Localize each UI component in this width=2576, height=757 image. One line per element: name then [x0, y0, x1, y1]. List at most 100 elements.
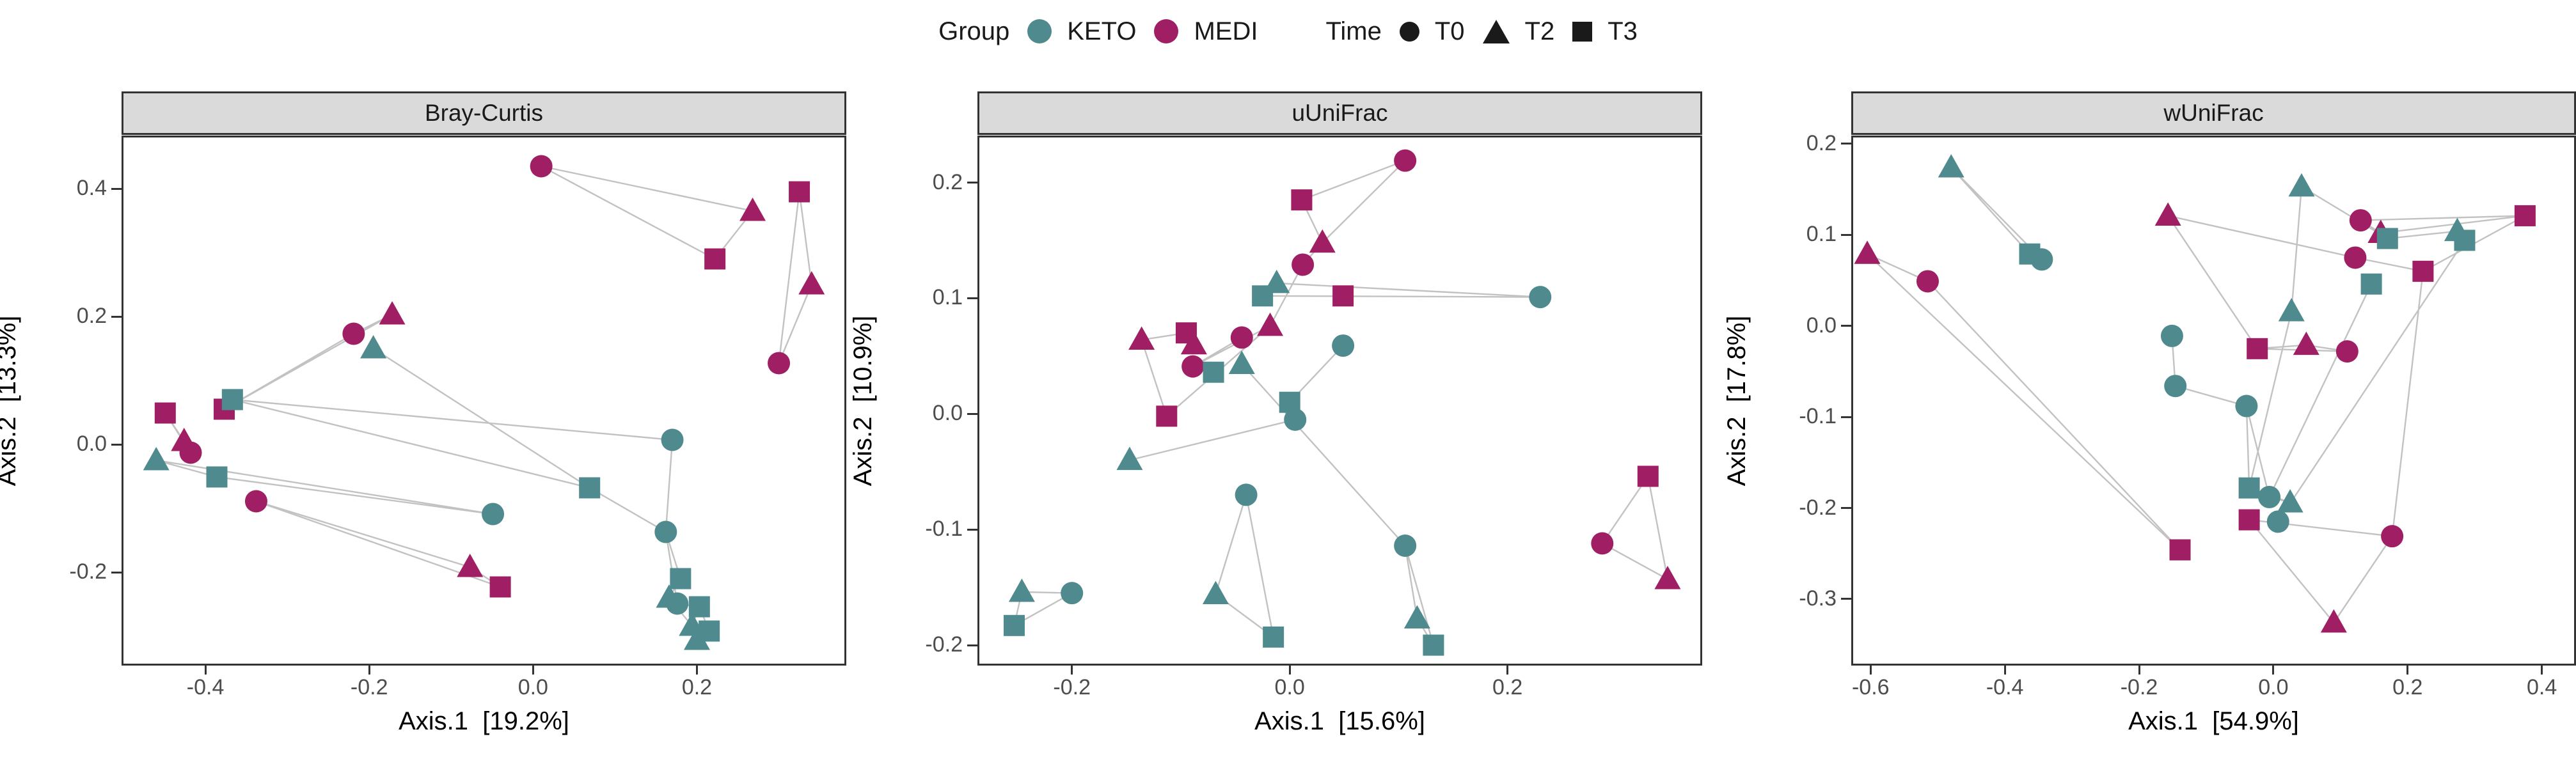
data-point-keto-t0: [1394, 535, 1417, 558]
trajectory-line: [1245, 494, 1274, 637]
scatter-plot-bray-curtis: [143, 155, 825, 650]
x-tick-label: -0.6: [1851, 675, 1890, 699]
data-point-medi-t0: [2335, 340, 2359, 363]
y-tick-mark: [111, 187, 122, 190]
legend-item-t2: T2: [1482, 17, 1554, 46]
medi-color-swatch-icon: [1154, 19, 1179, 43]
legend: Group KETO MEDI Time T0 T2 T3: [0, 9, 2576, 54]
y-tick-mark: [111, 443, 122, 446]
trajectory-line: [372, 347, 590, 489]
data-point-medi-t0: [1916, 270, 1939, 293]
trajectory-line: [2167, 215, 2258, 350]
x-tick-mark: [695, 666, 698, 675]
data-point-medi-t0: [2349, 209, 2372, 232]
data-point-keto-t3: [2238, 477, 2260, 499]
x-tick-label: 0.2: [681, 675, 713, 699]
trajectory-line: [1262, 295, 1540, 298]
trajectory-line: [1927, 281, 2181, 550]
y-tick-mark: [967, 412, 977, 415]
x-tick-mark: [2003, 666, 2006, 675]
trajectory-line: [2245, 406, 2250, 488]
data-point-keto-t0: [2235, 394, 2258, 418]
keto-color-swatch-icon: [1027, 19, 1052, 43]
trajectory-line: [2387, 230, 2458, 240]
trajectory-line: [2248, 311, 2293, 488]
x-tick-label: -0.2: [350, 675, 388, 699]
t2-triangle-icon: [1482, 19, 1510, 43]
y-tick-mark: [111, 315, 122, 318]
data-point-medi-t3: [489, 576, 511, 598]
data-point-medi-t3: [154, 402, 176, 424]
x-tick-label: 0.0: [518, 675, 548, 699]
legend-group-title: Group: [938, 17, 1010, 45]
data-point-medi-t2: [2320, 609, 2347, 633]
data-point-medi-t3: [1637, 465, 1659, 487]
trajectory-line: [2333, 535, 2393, 623]
x-tick-mark: [1506, 666, 1509, 675]
y-tick-mark: [967, 182, 977, 184]
legend-item-t3: T3: [1572, 17, 1638, 46]
y-axis-title: Axis.2 [13.3%]: [0, 315, 21, 486]
data-point-medi-t3: [789, 181, 810, 203]
data-point-medi-t3: [2514, 205, 2536, 226]
data-point-keto-t2: [1228, 350, 1255, 375]
trajectory-line: [256, 500, 471, 568]
data-point-medi-t3: [1175, 322, 1197, 344]
trajectory-line: [2355, 256, 2424, 272]
x-tick-mark: [1288, 666, 1291, 675]
trajectory-line: [665, 531, 678, 604]
data-point-medi-t0: [342, 322, 365, 345]
data-point-medi-t2: [1128, 326, 1155, 350]
data-point-keto-t2: [2288, 173, 2315, 197]
trajectory-line: [2277, 240, 2465, 522]
data-point-keto-t0: [2030, 248, 2053, 271]
y-tick-mark: [1841, 598, 1851, 600]
trajectory-line: [2360, 215, 2525, 221]
y-tick-label: -0.2: [69, 559, 107, 584]
data-point-medi-t2: [2293, 331, 2319, 355]
y-tick-label: -0.2: [925, 632, 963, 657]
data-point-keto-t3: [2376, 228, 2398, 249]
data-point-medi-t2: [457, 554, 484, 577]
data-point-keto-t3: [2454, 230, 2476, 251]
legend-item-medi: MEDI: [1154, 17, 1258, 46]
y-tick-label: 0.0: [932, 401, 963, 426]
legend-t3-label: T3: [1608, 17, 1638, 45]
x-axis-title: Axis.1 [15.6%]: [1254, 707, 1425, 735]
data-point-medi-t3: [2247, 338, 2268, 359]
y-tick-label: -0.1: [925, 517, 963, 542]
trajectory-line: [2167, 215, 2356, 259]
x-tick-mark: [2541, 666, 2543, 675]
x-axis-title: Axis.1 [54.9%]: [2128, 707, 2299, 735]
data-point-keto-t0: [2160, 324, 2183, 347]
trajectory-line: [1129, 419, 1295, 461]
trajectory-line: [1276, 282, 1540, 298]
data-point-keto-t2: [1008, 578, 1035, 602]
data-point-medi-t0: [530, 155, 553, 178]
data-point-keto-t3: [206, 466, 228, 488]
trajectory-line: [665, 439, 674, 533]
y-tick-mark: [967, 528, 977, 531]
y-tick-label: -0.2: [1799, 495, 1837, 520]
data-point-keto-t3: [1252, 285, 1274, 307]
data-point-keto-t3: [1003, 614, 1025, 636]
data-point-medi-t2: [1854, 240, 1881, 264]
data-point-keto-t2: [1403, 605, 1430, 628]
data-point-medi-t0: [179, 441, 202, 464]
facet-title: wUniFrac: [2163, 100, 2264, 126]
legend-item-t0: T0: [1399, 17, 1465, 46]
data-point-keto-t0: [666, 592, 689, 615]
data-point-medi-t2: [798, 271, 825, 295]
data-point-keto-t3: [1263, 626, 1284, 648]
t0-circle-icon: [1399, 21, 1419, 42]
t3-square-icon: [1572, 21, 1593, 42]
y-tick-mark: [1841, 233, 1851, 236]
data-point-keto-t0: [1284, 408, 1307, 431]
trajectory-line: [223, 332, 354, 410]
data-point-medi-t0: [1591, 532, 1614, 555]
data-point-medi-t3: [1291, 189, 1313, 211]
y-tick-label: 0.2: [932, 169, 963, 194]
data-point-keto-t2: [360, 335, 387, 359]
data-point-keto-t0: [2164, 375, 2187, 398]
